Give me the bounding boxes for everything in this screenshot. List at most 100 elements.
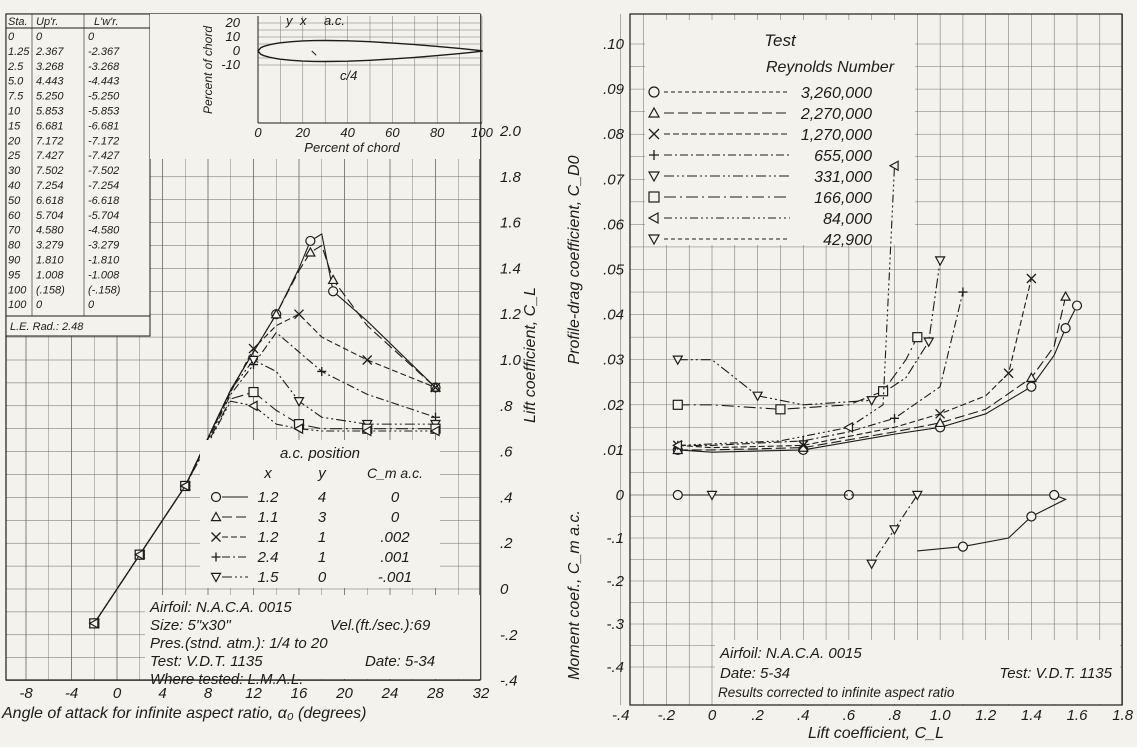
y-tick-label: -.4 (500, 673, 518, 690)
x-axis-label: Lift coefficient, C_L (808, 725, 944, 742)
inset-x-tick: 80 (430, 125, 445, 140)
right-chart: -.4 -.2 0 .2 .4 .6 .8 1.0 1.2 1.4 1.6 1.8 Lift coeff… (566, 13, 1134, 742)
y-tick-label: 2.0 (499, 123, 522, 140)
drag-curve (677, 291, 964, 446)
lift-marker (328, 286, 339, 297)
drag-marker (923, 337, 935, 348)
inset-x-tick: 20 (295, 125, 311, 140)
ordinates-cell: 7.502 (36, 165, 64, 177)
lift-marker (179, 480, 190, 492)
y-tick-label: .08 (603, 126, 625, 143)
ac-cell: .001 (380, 549, 409, 566)
y-axis-label: Profile-drag coefficient, C_D0 (566, 155, 583, 364)
note-airfoil: Airfoil: N.A.C.A. 0015 (149, 599, 292, 616)
inset-y-label: Percent of chord (201, 26, 215, 114)
x-tick-label: 1.8 (1112, 707, 1134, 724)
moment-curve (712, 494, 919, 565)
y-axis-label: Lift coefficient, C_L (522, 287, 539, 423)
ac-cell: -.001 (378, 569, 412, 586)
ac-title: a.c. position (280, 445, 360, 462)
ordinates-header: L'w'r. (94, 16, 119, 28)
drag-marker (1025, 372, 1037, 382)
ordinates-cell: 5.0 (8, 76, 24, 88)
ac-cell: 1 (318, 529, 326, 546)
drag-marker (672, 355, 684, 366)
x-tick-label: 12 (245, 685, 262, 702)
legend-panel (645, 20, 915, 245)
ac-row-marker (211, 532, 221, 542)
x-tick-label: .8 (888, 707, 901, 724)
ac-header: x (263, 465, 272, 482)
lift-marker (305, 235, 316, 247)
drag-marker (1060, 323, 1071, 334)
x-tick-label: 0 (708, 707, 717, 724)
y-tick-label: 1.2 (500, 306, 522, 323)
drag-marker (888, 160, 899, 172)
legend-marker (647, 211, 659, 225)
ordinates-cell: 0 (88, 31, 95, 43)
ordinates-cell: 15 (8, 120, 21, 132)
lift-marker (304, 246, 316, 257)
legend-label: 331,000 (814, 169, 872, 186)
lift-marker (247, 400, 258, 412)
y-tick-label: -.2 (606, 573, 624, 590)
inset-y-tick: 20 (225, 15, 241, 30)
drag-marker (890, 413, 899, 423)
ordinates-cell: 90 (8, 255, 21, 267)
ordinates-cell: 95 (8, 269, 21, 281)
moment-marker (672, 489, 683, 501)
x-axis-label: Angle of attack for infinite aspect rati… (1, 705, 367, 722)
note-date: Date: 5-34 (720, 665, 790, 682)
note-velocity: Vel.(ft./sec.):69 (330, 617, 431, 634)
lift-marker (430, 382, 441, 393)
ordinates-cell: 0 (36, 299, 43, 311)
ordinates-cell: 0 (88, 299, 95, 311)
drag-marker (1060, 290, 1072, 301)
drag-marker (1026, 381, 1037, 392)
y-tick-label: .09 (603, 81, 625, 98)
x-tick-label: 0 (113, 685, 122, 702)
legend-title: Test (764, 31, 797, 50)
legend-label: 2,270,000 (800, 106, 872, 123)
legend-label: 1,270,000 (801, 127, 872, 144)
x-tick-label: 24 (381, 685, 399, 702)
ordinates-cell: -5.704 (88, 210, 119, 222)
ac-header: y (317, 465, 327, 482)
ordinates-cell: (-.158) (88, 284, 121, 296)
x-tick-label: .6 (843, 707, 856, 724)
x-tick-label: 4 (158, 685, 166, 702)
y-tick-label: .2 (500, 535, 513, 552)
ordinates-header: Sta. (8, 16, 28, 28)
drag-curve (677, 260, 941, 406)
ordinates-cell: 60 (8, 210, 21, 222)
ordinates-table: Sta. Up'r. L'w'r. 0 0 0 1.25 2.367 -2.367 2.5 3.26… (5, 13, 151, 337)
x-tick-label: -.2 (658, 707, 676, 724)
ac-position-table: a.c. position x y C_m a.c. 1.2 4 0 1.1 3 0 1.2 1 .00… (200, 440, 440, 588)
note-size: Size: 5"x30" (150, 617, 231, 634)
lift-marker (362, 355, 373, 365)
drag-marker (934, 256, 946, 267)
ordinates-cell: 80 (8, 240, 21, 252)
inset-x-label: Percent of chord (304, 140, 400, 155)
ordinates-cell: 7.5 (8, 91, 24, 103)
ordinates-cell: -1.810 (88, 255, 120, 267)
lift-marker (293, 423, 304, 435)
le-radius-label: L.E. Rad.: 2.48 (10, 321, 84, 333)
x-tick-label: -8 (19, 685, 33, 702)
y-tick-label: 1.6 (500, 215, 522, 232)
inset-annot-ac: a.c. (324, 13, 345, 28)
ordinates-cell: 25 (7, 150, 21, 162)
ordinates-cell: 30 (8, 165, 21, 177)
y-tick-label: 1.4 (500, 260, 521, 277)
inset-y-tick: 10 (226, 29, 241, 44)
ac-cell: .002 (380, 529, 410, 546)
ordinates-cell: 3.279 (36, 240, 64, 252)
drag-curve (677, 305, 1078, 453)
moment-marker (1026, 511, 1037, 522)
drag-marker (866, 396, 878, 407)
legend-marker (647, 234, 661, 246)
legend-marker (648, 86, 660, 98)
test-notes: Airfoil: N.A.C.A. 0015 Date: 5-34 Test: V.… (715, 640, 1120, 704)
ordinates-cell: -1.008 (88, 269, 120, 281)
